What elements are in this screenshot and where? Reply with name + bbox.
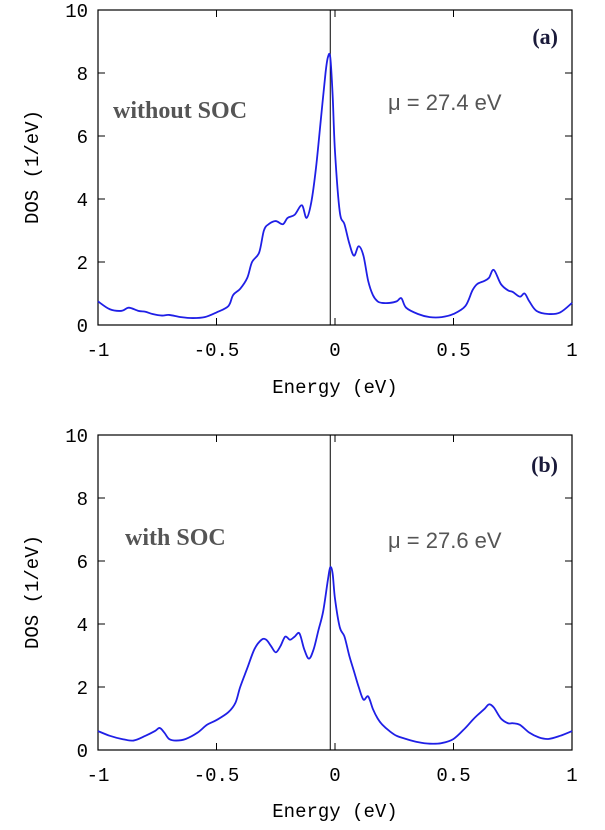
panel-b-dos-curve — [97, 566, 573, 745]
panel-a-xtick-label-1: -0.5 — [194, 340, 240, 362]
panel-a-frame — [97, 9, 573, 326]
panel-a-xtick-label-4: 1 — [566, 340, 577, 362]
panel-a-soc-annotation: without SOC — [113, 98, 247, 124]
panel-a-xlabel: Energy (eV) — [272, 377, 397, 399]
panel-a-xtick-label-0: -1 — [87, 340, 110, 362]
panel-b-xtick-label-3: 0.5 — [436, 765, 470, 787]
panel-a-mu-label: μ = 27.4 eV — [388, 90, 502, 115]
panel-b-ytick-label-0: 0 — [77, 741, 88, 763]
panel-a-ytick-label-3: 6 — [77, 127, 88, 149]
panel-b-ytick-label-4: 8 — [77, 489, 88, 511]
panel-b-ytick-label-3: 6 — [77, 552, 88, 574]
panel-a-dos-curve — [97, 52, 573, 319]
panel-a-tag: (a) — [532, 24, 558, 49]
panel-a-xtick-label-2: 0 — [329, 340, 340, 362]
panel-a-ytick-label-1: 2 — [77, 253, 88, 275]
panel-b-xtick-label-1: -0.5 — [194, 765, 240, 787]
panel-b-tag: (b) — [531, 452, 558, 477]
panel-b-xtick-label-4: 1 — [566, 765, 577, 787]
panel-a-ytick-label-0: 0 — [77, 316, 88, 338]
panel-b-xtick-label-2: 0 — [329, 765, 340, 787]
panel-b-ytick-label-5: 10 — [65, 426, 88, 448]
panel-b-ytick-label-2: 4 — [77, 615, 88, 637]
panel-a-ytick-label-5: 10 — [65, 1, 88, 23]
panel-a-ytick-label-4: 8 — [77, 64, 88, 86]
panel-a-xtick-label-3: 0.5 — [436, 340, 470, 362]
panel-b-xlabel: Energy (eV) — [272, 801, 397, 823]
panel-b-mu-label: μ = 27.6 eV — [388, 528, 502, 553]
panel-b-ylabel: DOS (1/eV) — [22, 535, 44, 649]
panel-a-ylabel: DOS (1/eV) — [22, 110, 44, 224]
panel-a-ytick-label-2: 4 — [77, 190, 88, 212]
panel-b-ytick-label-1: 2 — [77, 678, 88, 700]
panel-b-xtick-label-0: -1 — [87, 765, 110, 787]
panel-b-soc-annotation: with SOC — [125, 525, 226, 551]
